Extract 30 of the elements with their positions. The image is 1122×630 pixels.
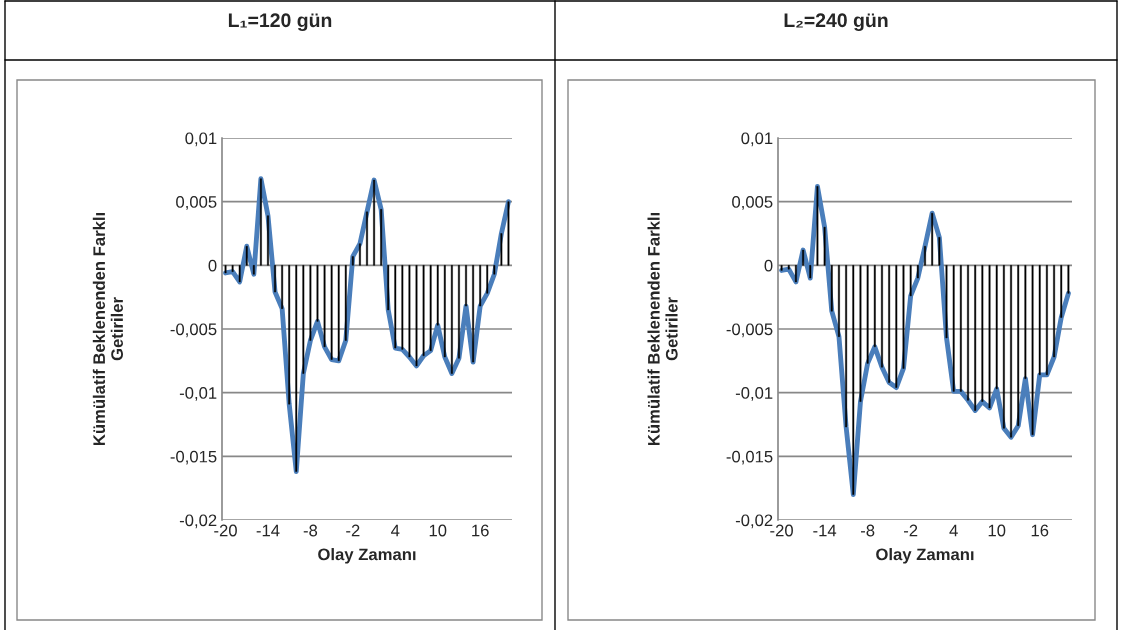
- y-tick-label: -0,005: [726, 323, 773, 338]
- y-tick-label: 0,005: [176, 196, 217, 210]
- y-tick-label: -0,005: [170, 323, 217, 338]
- x-tick-label: 16: [1031, 524, 1049, 537]
- x-tick-label: -14: [256, 524, 280, 537]
- x-axis-title: Olay Zamanı: [318, 548, 416, 564]
- x-axis-title: Olay Zamanı: [876, 548, 974, 564]
- x-tick-label: 4: [949, 524, 958, 537]
- x-tick-label: 16: [472, 524, 489, 537]
- x-tick-label: -2: [346, 524, 360, 537]
- y-tick-label: 0,01: [185, 132, 217, 147]
- y-tick-label: 0: [764, 259, 773, 272]
- y-axis-title: Kümülatif Beklenenden Farklı Getiriler: [92, 213, 124, 446]
- x-tick-label: -8: [303, 524, 318, 537]
- y-tick-label: -0,015: [726, 450, 773, 465]
- y-tick-label: -0,01: [735, 387, 773, 401]
- x-tick-label: 10: [429, 524, 447, 537]
- x-tick-label: -8: [860, 524, 875, 537]
- y-tick-label: -0,015: [170, 450, 217, 465]
- x-tick-label: 4: [391, 524, 400, 537]
- x-tick-label: -14: [813, 524, 837, 537]
- x-tick-label: -2: [903, 524, 918, 537]
- chart-title: L₂=240 gün: [784, 13, 888, 32]
- y-tick-label: 0,01: [741, 132, 773, 147]
- chart-title: L₁=120 gün: [228, 13, 332, 32]
- x-tick-label: 10: [988, 524, 1006, 537]
- y-tick-label: -0,01: [179, 387, 217, 401]
- y-tick-label: 0,005: [732, 196, 773, 210]
- y-axis-title: Kümülatif Beklenenden Farklı Getiriler: [647, 213, 678, 446]
- y-tick-label: 0: [208, 259, 217, 272]
